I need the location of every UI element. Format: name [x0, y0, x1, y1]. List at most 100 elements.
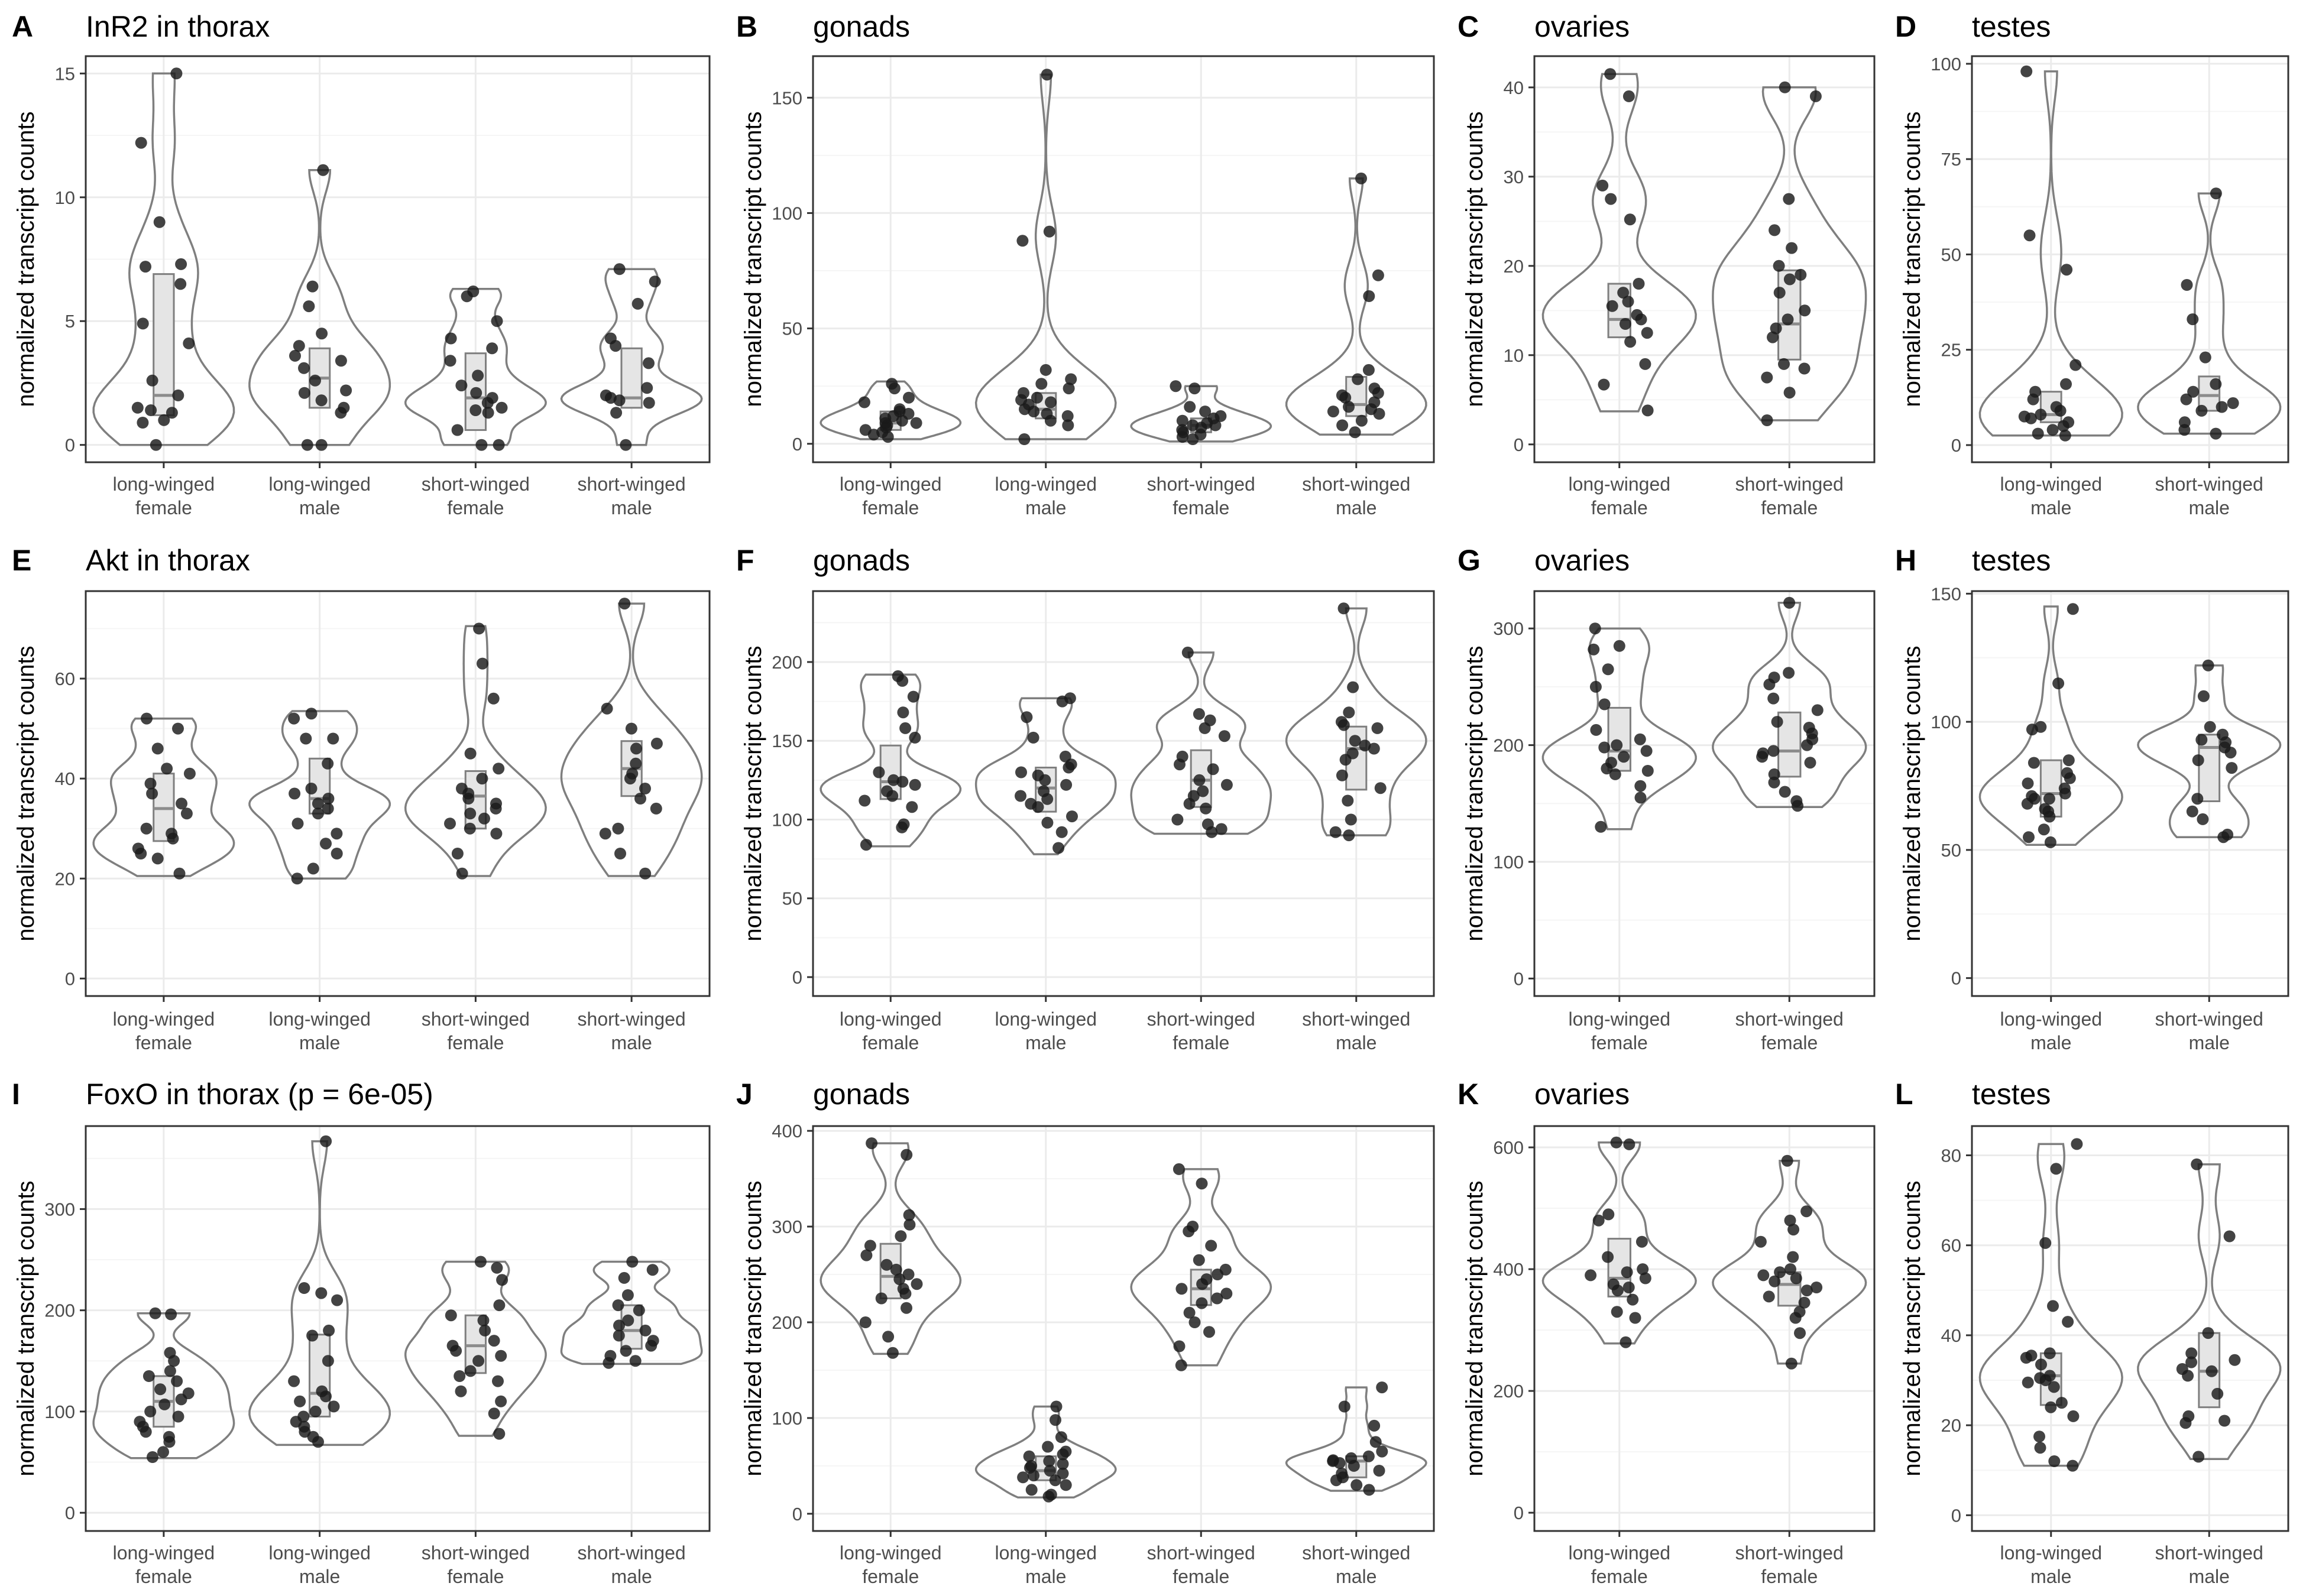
category-label: male — [299, 497, 340, 518]
data-point — [2059, 429, 2071, 442]
group-2 — [2137, 659, 2282, 844]
data-point — [322, 757, 334, 770]
data-point — [1639, 1272, 1651, 1284]
data-point — [1199, 406, 1212, 418]
category-label: male — [2030, 497, 2071, 518]
data-point — [1349, 735, 1361, 747]
y-tick-label: 200 — [44, 1300, 75, 1321]
data-point — [1767, 745, 1780, 757]
y-tick-label: 75 — [1941, 149, 1961, 170]
panel-title: FoxO in thorax (p = 6e-05) — [86, 1078, 433, 1111]
data-point — [2050, 1163, 2062, 1175]
data-point — [1206, 826, 1218, 838]
data-point — [859, 794, 871, 807]
data-point — [1787, 1224, 1800, 1236]
data-point — [646, 1264, 659, 1276]
data-point — [2202, 659, 2214, 672]
group-3 — [404, 622, 547, 880]
group-3 — [404, 286, 547, 451]
y-axis-label: normalized transcript counts — [1899, 111, 1925, 407]
data-point — [473, 622, 485, 635]
category-label: long-winged — [2000, 1542, 2102, 1563]
data-point — [454, 1370, 466, 1382]
y-axis-label: normalized transcript counts — [740, 645, 766, 941]
data-point — [144, 777, 157, 790]
violin-outline — [92, 1312, 235, 1459]
data-point — [1175, 1283, 1188, 1295]
data-point — [1342, 794, 1354, 807]
data-point — [860, 839, 872, 851]
data-point — [2044, 836, 2056, 848]
y-axis-label: normalized transcript counts — [1899, 1180, 1925, 1476]
data-point — [612, 1299, 624, 1312]
data-point — [903, 1218, 916, 1231]
data-point — [2067, 1459, 2079, 1472]
data-point — [1043, 225, 1055, 238]
data-point — [469, 404, 482, 416]
data-point — [183, 767, 196, 780]
panel-letter: H — [1895, 544, 1916, 577]
data-point — [146, 787, 158, 800]
data-point — [1635, 1235, 1648, 1248]
data-point — [1062, 419, 1074, 432]
data-point — [312, 1436, 324, 1448]
panel-background — [1972, 591, 2288, 996]
data-point — [153, 216, 166, 228]
y-tick-label: 20 — [55, 868, 75, 889]
category-label: male — [611, 1566, 652, 1587]
y-axis-label: normalized transcript counts — [13, 111, 39, 407]
data-point — [331, 828, 343, 840]
data-point — [493, 1428, 506, 1440]
data-point — [462, 793, 475, 805]
category-label: long-winged — [1568, 1008, 1670, 1030]
data-point — [2026, 724, 2038, 736]
data-point — [1611, 1284, 1624, 1297]
data-point — [147, 1451, 158, 1463]
data-point — [1610, 1136, 1622, 1149]
data-point — [1373, 408, 1385, 420]
category-label: female — [135, 1566, 192, 1587]
data-point — [1639, 358, 1651, 370]
data-point — [493, 1299, 506, 1312]
panel-border — [1533, 1125, 1876, 1532]
data-point — [614, 848, 626, 859]
category-label: female — [1591, 1032, 1648, 1053]
data-point — [1374, 782, 1387, 794]
panel-background — [1534, 1126, 1874, 1531]
data-point — [1781, 1154, 1793, 1167]
data-point — [316, 327, 328, 340]
category-label: female — [1761, 1566, 1818, 1587]
category-label: male — [1025, 497, 1066, 518]
data-point — [639, 1324, 652, 1337]
category-label: male — [611, 497, 652, 518]
data-point — [1171, 813, 1184, 826]
data-point — [2216, 401, 2228, 413]
data-point — [288, 1375, 300, 1387]
y-tick-label: 0 — [792, 1504, 802, 1524]
data-point — [1188, 1316, 1201, 1328]
box-iqr — [308, 1334, 331, 1417]
panel-border — [1971, 1125, 2289, 1532]
data-point — [322, 1355, 334, 1367]
data-point — [906, 801, 918, 813]
y-axis-label: normalized transcript counts — [1899, 645, 1925, 941]
data-point — [1220, 1287, 1233, 1300]
group-4 — [560, 263, 703, 451]
data-point — [137, 317, 149, 330]
data-point — [1023, 1450, 1035, 1462]
data-point — [1041, 793, 1054, 805]
y-tick-label: 200 — [772, 1312, 802, 1333]
y-tick-label: 0 — [65, 1503, 75, 1523]
data-point — [331, 1294, 344, 1306]
data-point — [1027, 731, 1039, 744]
data-point — [444, 818, 456, 830]
data-point — [1787, 1251, 1799, 1263]
data-point — [1187, 433, 1199, 445]
data-point — [306, 280, 319, 293]
y-tick-label: 100 — [772, 809, 802, 830]
data-point — [477, 657, 488, 670]
y-axis-label: normalized transcript counts — [1462, 1180, 1488, 1476]
y-tick-label: 60 — [1941, 1235, 1961, 1256]
data-point — [610, 340, 622, 352]
data-point — [301, 439, 313, 451]
